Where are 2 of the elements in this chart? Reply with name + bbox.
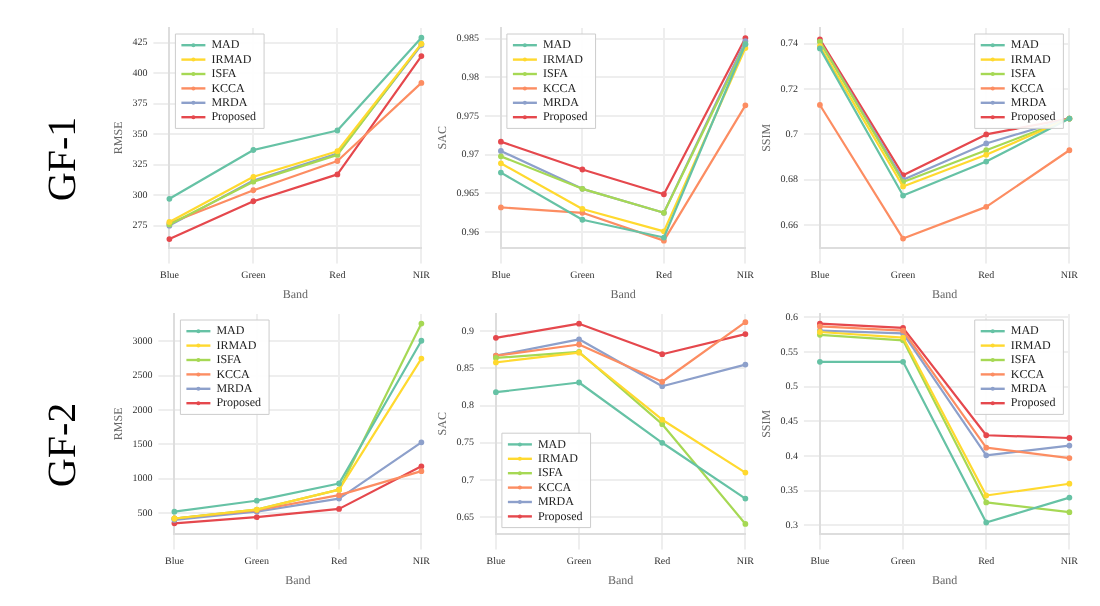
text: GF-1: [40, 116, 87, 202]
text: GF-2: [40, 402, 87, 488]
